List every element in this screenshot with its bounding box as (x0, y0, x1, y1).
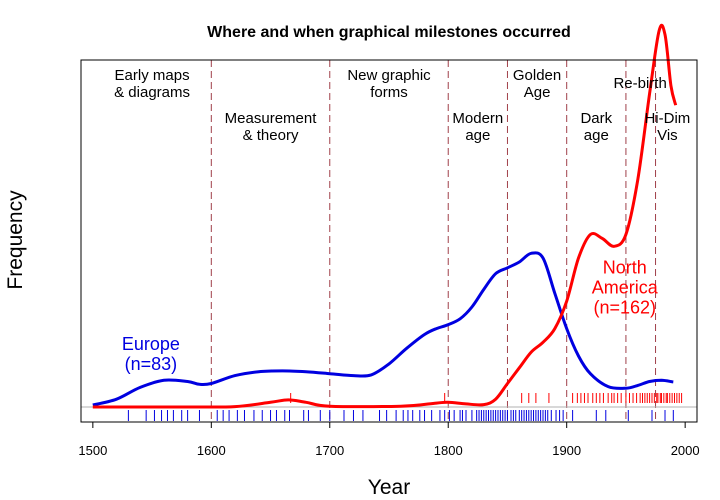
period-label-modern-age: Modern age (452, 110, 503, 144)
period-label-line: Golden (513, 67, 561, 84)
chart-title: Where and when graphical milestones occu… (207, 24, 571, 41)
annotations: Early maps & diagrams Measurement & theory N… (114, 67, 690, 374)
x-tick-label-1800: 1800 (434, 443, 463, 458)
period-label-line: age (465, 127, 490, 144)
x-tick-label-1500: 1500 (78, 443, 107, 458)
series-label-line: (n=162) (593, 298, 656, 318)
series-label-line: America (592, 278, 659, 298)
period-label-line: Hi-Dim (644, 110, 690, 127)
period-label-re-birth: Re-birth (613, 75, 666, 92)
period-label-early-maps-diagrams: Early maps & diagrams (114, 67, 190, 101)
series-label-europe: Europe (n=83) (122, 334, 180, 374)
x-tick-label-1600: 1600 (197, 443, 226, 458)
rug-marks (127, 393, 683, 421)
series-label-north-america: North America (n=162) (592, 258, 659, 318)
period-label-line: & diagrams (114, 84, 190, 101)
period-label-line: Measurement (225, 110, 318, 127)
period-label-golden-age: Golden Age (513, 67, 561, 101)
series-label-line: North (603, 258, 647, 278)
period-label-new-graphic-forms: New graphic forms (347, 67, 431, 101)
y-axis-label: Frequency (4, 190, 27, 290)
series-line-north-america (92, 23, 678, 409)
x-tick-label-1900: 1900 (552, 443, 581, 458)
period-label-hi-dim-vis: Hi-Dim Vis (644, 110, 690, 144)
x-axis: 1500 1600 1700 1800 1900 2000 (78, 421, 700, 458)
period-label-line: forms (370, 84, 408, 101)
period-label-line: Re-birth (613, 75, 666, 92)
series-label-line: Europe (122, 334, 180, 354)
series-line-europe (92, 251, 674, 407)
period-label-line: age (584, 127, 609, 144)
period-label-line: Early maps (115, 67, 190, 84)
period-label-line: Vis (657, 127, 678, 144)
period-label-measurement-theory: Measurement & theory (225, 110, 318, 144)
x-axis-label: Year (368, 476, 410, 499)
period-label-line: & theory (243, 127, 299, 144)
period-label-line: Age (524, 84, 551, 101)
period-label-line: New graphic (347, 67, 431, 84)
x-tick-label-2000: 2000 (671, 443, 700, 458)
period-label-line: Modern (452, 110, 503, 127)
x-tick-label-1700: 1700 (315, 443, 344, 458)
series-label-line: (n=83) (125, 354, 178, 374)
series-lines (92, 23, 678, 409)
period-label-dark-age: Dark age (580, 110, 612, 144)
period-label-line: Dark (580, 110, 612, 127)
